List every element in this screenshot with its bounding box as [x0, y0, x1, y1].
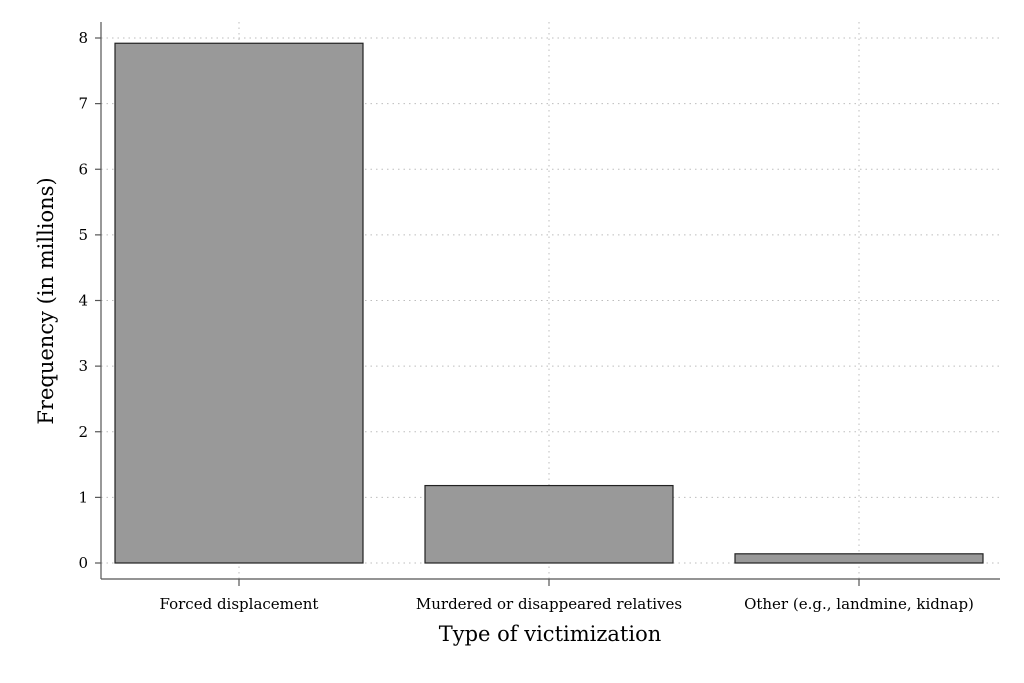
y-tick-label: 0 — [78, 554, 88, 572]
y-tick-label: 7 — [78, 95, 88, 113]
bar — [424, 484, 674, 564]
y-tick-label: 5 — [78, 226, 88, 244]
bar — [114, 42, 364, 564]
y-tick-label: 3 — [78, 357, 88, 375]
x-tick-label: Murdered or disappeared relatives — [416, 595, 682, 613]
x-axis-title: Type of victimization — [439, 622, 662, 646]
x-ticks: Forced displacement Murdered or disappear… — [160, 579, 974, 613]
y-tick-label: 2 — [78, 423, 88, 441]
x-tick-label: Other (e.g., landmine, kidnap) — [744, 595, 974, 613]
y-tick-label: 6 — [78, 160, 88, 178]
y-tick-label: 1 — [78, 488, 88, 506]
y-tick-label: 4 — [78, 292, 88, 310]
y-ticks: 0 1 2 3 4 5 6 7 8 — [78, 29, 101, 572]
y-tick-label: 8 — [78, 29, 88, 47]
bar — [734, 553, 984, 564]
x-tick-label: Forced displacement — [160, 595, 319, 613]
y-axis-title: Frequency (in millions) — [34, 177, 58, 424]
bars — [114, 42, 984, 564]
